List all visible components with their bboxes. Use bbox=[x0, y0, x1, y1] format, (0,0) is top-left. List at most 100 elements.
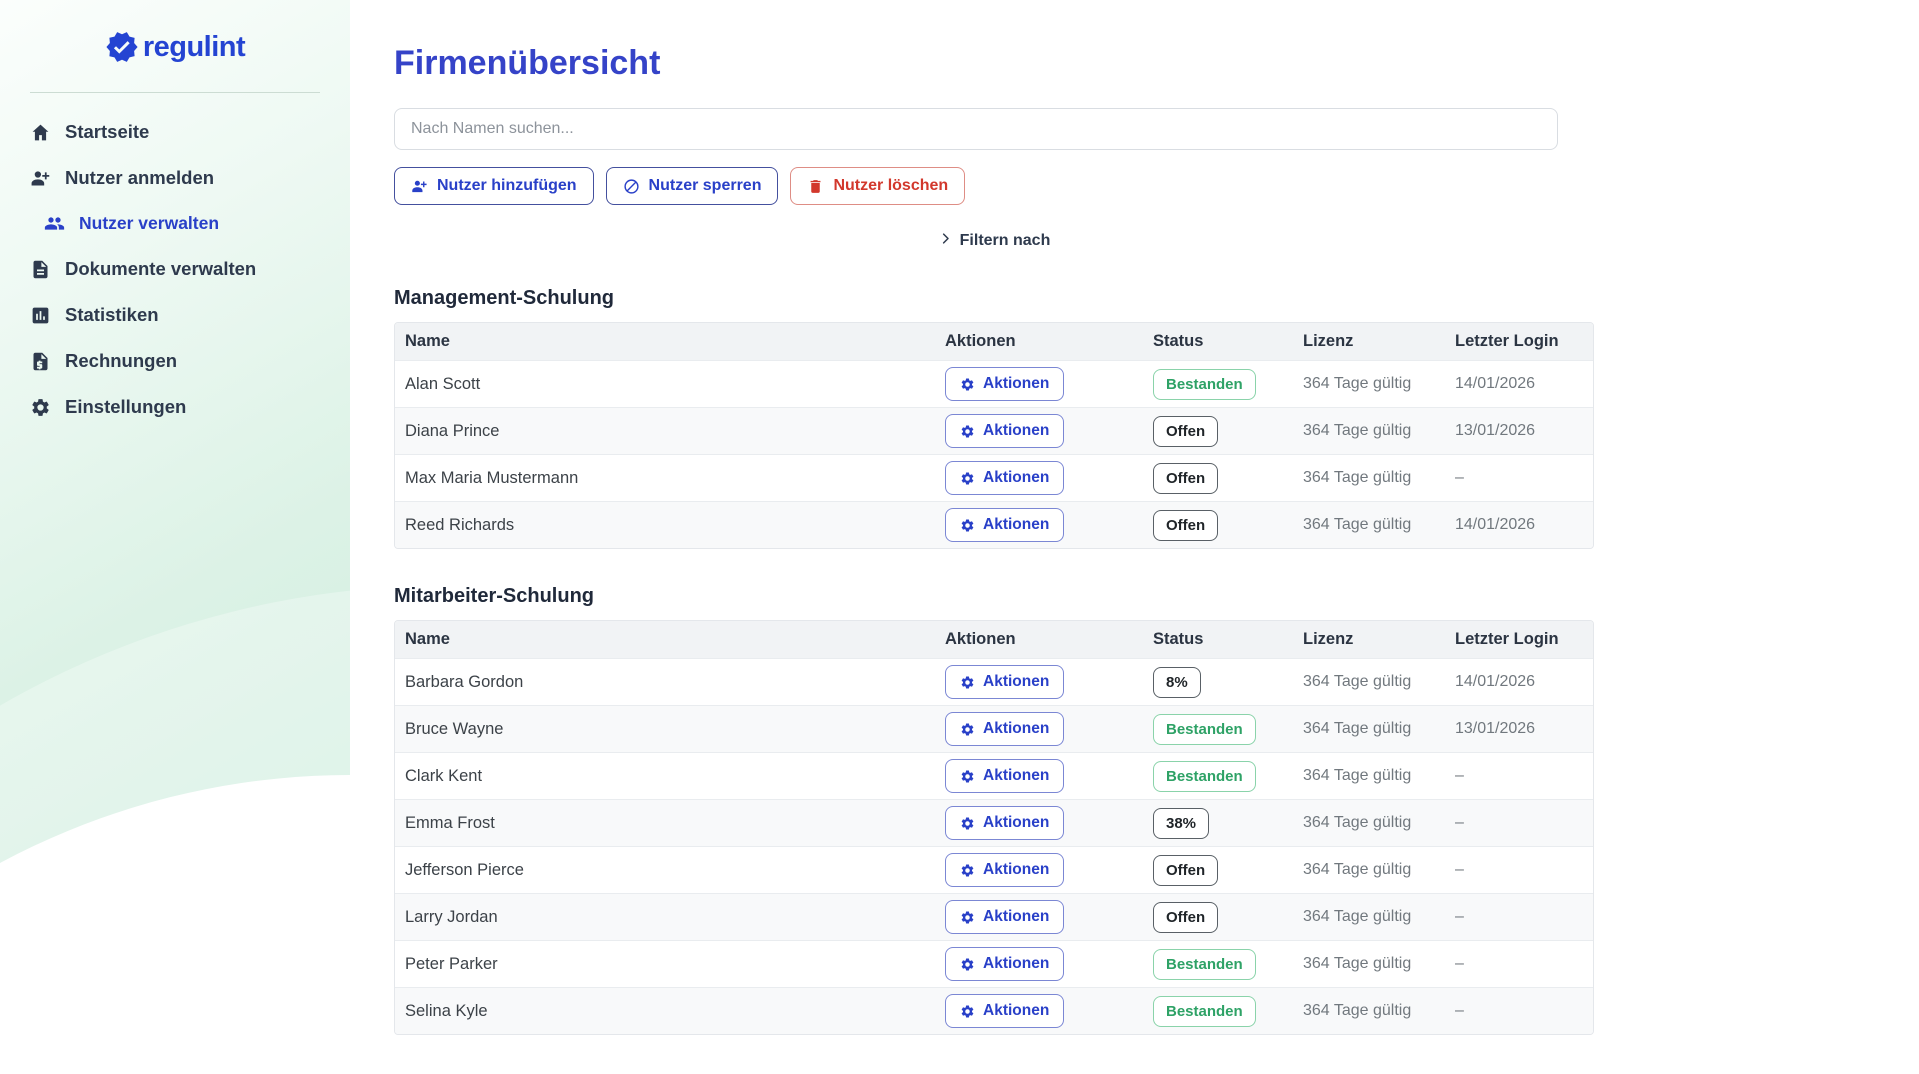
status-badge: Offen bbox=[1153, 415, 1219, 447]
user-table: Name Aktionen Status Lizenz Letzter Login Ala… bbox=[394, 322, 1594, 549]
table-row: Selina Kyle Aktionen Bestanden 364 Tage gül… bbox=[395, 987, 1593, 1034]
section-title: Management-Schulung bbox=[394, 287, 615, 309]
sidebar-nav: Startseite Nutzer anmelden Nutzer verwalte… bbox=[0, 109, 350, 430]
table-row: Barbara Gordon Aktionen 8% 364 Tage gültig 1… bbox=[395, 658, 1593, 705]
gear-icon bbox=[961, 723, 974, 735]
row-actions-button[interactable]: Aktionen bbox=[945, 367, 1065, 401]
row-actions-button[interactable]: Aktionen bbox=[945, 994, 1065, 1028]
row-actions-button[interactable]: Aktionen bbox=[945, 947, 1065, 981]
row-actions-button[interactable]: Aktionen bbox=[945, 853, 1065, 887]
table-row: Larry Jordan Aktionen Offen 364 Tage gültig… bbox=[395, 893, 1593, 940]
gear-icon bbox=[961, 958, 974, 970]
nutzer-l-schen-button[interactable]: Nutzer löschen bbox=[790, 167, 966, 205]
table-row: Diana Prince Aktionen Offen 364 Tage gültig… bbox=[395, 407, 1593, 454]
last-login: – bbox=[1455, 767, 1464, 784]
row-actions-button[interactable]: Aktionen bbox=[945, 414, 1065, 448]
row-actions-button[interactable]: Aktionen bbox=[945, 461, 1065, 495]
status-badge: Bestanden bbox=[1153, 760, 1256, 792]
last-login: 14/01/2026 bbox=[1455, 673, 1536, 690]
license-validity: 364 Tage gültig bbox=[1303, 767, 1412, 784]
users-icon bbox=[44, 217, 65, 230]
gear-icon bbox=[961, 424, 974, 437]
last-login: – bbox=[1455, 814, 1464, 831]
user-name: Peter Parker bbox=[405, 954, 498, 973]
gear-icon bbox=[961, 519, 974, 531]
license-validity: 364 Tage gültig bbox=[1303, 673, 1412, 690]
sidebar-item-nutzer-anmelden[interactable]: Nutzer anmelden bbox=[0, 155, 350, 201]
last-login: – bbox=[1455, 861, 1464, 878]
table-row: Bruce Wayne Aktionen Bestanden 364 Tage gül… bbox=[395, 705, 1593, 752]
sidebar-item-startseite[interactable]: Startseite bbox=[0, 109, 350, 155]
invoice-icon bbox=[33, 352, 48, 370]
status-badge: Offen bbox=[1153, 462, 1219, 494]
chart-icon bbox=[32, 307, 49, 323]
user-plus-icon bbox=[31, 170, 50, 185]
table-row: Reed Richards Aktionen Offen 364 Tage gülti… bbox=[395, 501, 1593, 548]
sidebar-item-label: Statistiken bbox=[65, 304, 159, 325]
sidebar-item-nutzer-verwalten[interactable]: Nutzer verwalten bbox=[0, 201, 350, 246]
search-input[interactable] bbox=[394, 108, 1558, 150]
row-actions-button[interactable]: Aktionen bbox=[945, 712, 1065, 746]
sidebar-item-label: Startseite bbox=[65, 121, 150, 142]
status-badge: Offen bbox=[1153, 854, 1219, 886]
user-name: Reed Richards bbox=[405, 515, 515, 534]
row-actions-button[interactable]: Aktionen bbox=[945, 759, 1065, 793]
filter-label: Filtern nach bbox=[959, 232, 1051, 249]
document-icon bbox=[33, 260, 48, 278]
gear-icon bbox=[961, 676, 974, 688]
user-name: Emma Frost bbox=[405, 813, 495, 832]
table-header-row: Name Aktionen Status Lizenz Letzter Login bbox=[395, 621, 1593, 658]
nutzer-sperren-button[interactable]: Nutzer sperren bbox=[605, 167, 779, 205]
brand-name: regulint bbox=[142, 30, 246, 63]
sidebar-item-rechnungen[interactable]: Rechnungen bbox=[0, 338, 350, 384]
last-login: 14/01/2026 bbox=[1455, 516, 1536, 533]
chevron-right-icon bbox=[938, 231, 953, 251]
column-header: Aktionen bbox=[945, 332, 1016, 350]
table-row: Clark Kent Aktionen Bestanden 364 Tage gült… bbox=[395, 752, 1593, 799]
gear-icon bbox=[961, 864, 974, 876]
column-header: Name bbox=[405, 630, 450, 648]
user-name: Diana Prince bbox=[405, 421, 500, 440]
nutzer-hinzuf-gen-button[interactable]: Nutzer hinzufügen bbox=[394, 167, 594, 205]
gear-icon bbox=[961, 377, 974, 390]
sidebar-item-label: Nutzer verwalten bbox=[79, 213, 220, 233]
gear-icon bbox=[961, 471, 974, 484]
user-name: Larry Jordan bbox=[405, 907, 498, 926]
user-name: Clark Kent bbox=[405, 766, 483, 785]
license-validity: 364 Tage gültig bbox=[1303, 422, 1412, 439]
status-badge: Offen bbox=[1153, 509, 1219, 541]
sidebar-item-label: Einstellungen bbox=[65, 396, 187, 417]
gear-icon bbox=[961, 1005, 974, 1017]
column-header: Lizenz bbox=[1303, 332, 1354, 350]
row-actions-button[interactable]: Aktionen bbox=[945, 665, 1065, 699]
tables-area: Management-Schulung Name Aktionen Status Liz… bbox=[394, 287, 1919, 1035]
user-table: Name Aktionen Status Lizenz Letzter Login Bar… bbox=[394, 620, 1594, 1035]
sidebar-item-dokumente-verwalten[interactable]: Dokumente verwalten bbox=[0, 246, 350, 292]
status-badge: 8% bbox=[1153, 666, 1201, 698]
license-validity: 364 Tage gültig bbox=[1303, 955, 1412, 972]
license-validity: 364 Tage gültig bbox=[1303, 814, 1412, 831]
sidebar-item-statistiken[interactable]: Statistiken bbox=[0, 292, 350, 338]
column-header: Aktionen bbox=[945, 630, 1016, 648]
filter-toggle[interactable]: Filtern nach bbox=[394, 231, 1594, 251]
verified-badge-icon bbox=[106, 32, 138, 62]
main-content: Firmenübersicht Nutzer hinzufügenNutzer … bbox=[350, 0, 1919, 1035]
last-login: 13/01/2026 bbox=[1455, 720, 1536, 737]
chevron-right-icon bbox=[942, 233, 949, 244]
license-validity: 364 Tage gültig bbox=[1303, 908, 1412, 925]
table-row: Alan Scott Aktionen Bestanden 364 Tage gült… bbox=[395, 360, 1593, 407]
column-header: Status bbox=[1153, 630, 1204, 648]
table-row: Jefferson Pierce Aktionen Offen 364 Tage gü… bbox=[395, 846, 1593, 893]
sidebar-item-einstellungen[interactable]: Einstellungen bbox=[0, 384, 350, 430]
table-row: Peter Parker Aktionen Bestanden 364 Tage gü… bbox=[395, 940, 1593, 987]
status-badge: Offen bbox=[1153, 901, 1219, 933]
row-actions-button[interactable]: Aktionen bbox=[945, 900, 1065, 934]
sidebar-item-label: Nutzer anmelden bbox=[65, 167, 215, 188]
table-header-row: Name Aktionen Status Lizenz Letzter Login bbox=[395, 323, 1593, 360]
row-actions-button[interactable]: Aktionen bbox=[945, 806, 1065, 840]
row-actions-button[interactable]: Aktionen bbox=[945, 508, 1065, 542]
table-row: Emma Frost Aktionen 38% 364 Tage gültig – bbox=[395, 799, 1593, 846]
trash-icon bbox=[811, 179, 821, 193]
status-badge: Bestanden bbox=[1153, 995, 1256, 1027]
gear-icon bbox=[961, 770, 974, 782]
